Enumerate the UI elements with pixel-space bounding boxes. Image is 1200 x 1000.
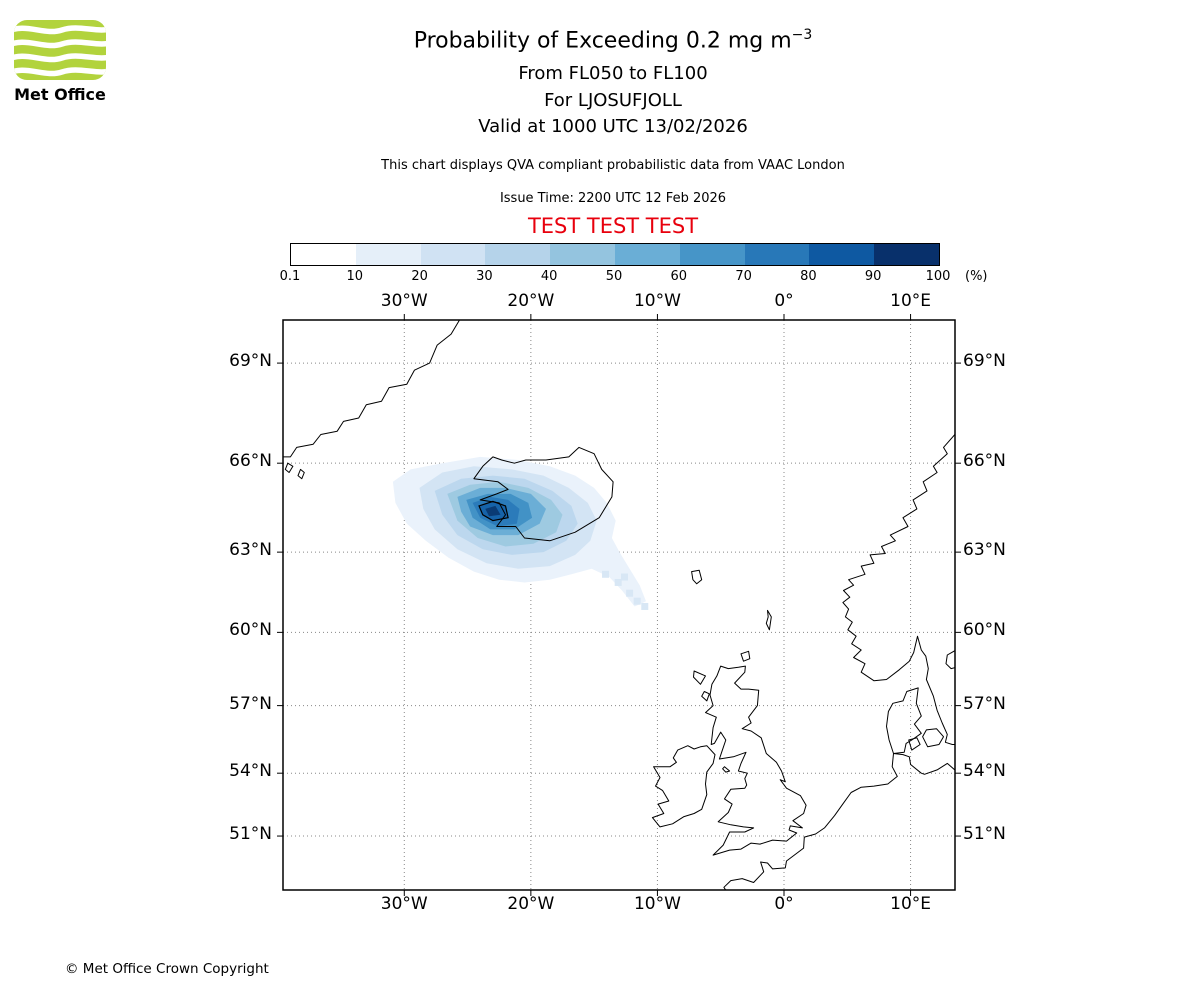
map-svg [277, 314, 961, 896]
lat-label-left: 60°N [229, 620, 272, 641]
lon-label-top: 30°W [380, 291, 428, 311]
colorbar-tick-label: 30 [476, 269, 493, 284]
coastline-orkney [740, 650, 751, 662]
coastline-mainland-europe [723, 753, 955, 890]
subtitle-valid-time: Valid at 1000 UTC 13/02/2026 [478, 116, 748, 137]
colorbar-tick-label: 40 [540, 269, 558, 284]
coastline-greenland-isle-2 [297, 468, 305, 480]
coastline-lewis [693, 670, 706, 685]
colorbar-segment [809, 244, 875, 265]
coastline-ireland [651, 745, 716, 828]
prob-outlier-cell [621, 573, 629, 581]
lat-label-right: 51°N [963, 824, 1006, 845]
lon-label-top: 0° [774, 291, 794, 311]
coastline-lake-vanern [945, 650, 955, 670]
coastline-skye [701, 691, 710, 702]
lat-label-left: 57°N [229, 693, 272, 714]
test-banner: TEST TEST TEST [527, 214, 699, 238]
lon-label-top: 10°E [890, 291, 931, 311]
coastline-zealand [922, 728, 944, 748]
colorbar-tick-label: 50 [605, 269, 623, 284]
lat-label-right: 54°N [963, 761, 1006, 782]
colorbar-segment [485, 244, 551, 265]
lon-label-bottom: 30°W [380, 894, 428, 914]
prob-outlier-cell [633, 597, 641, 605]
colorbar-segment [874, 244, 939, 265]
chart-title-exponent: −3 [791, 27, 813, 43]
subtitle-flight-levels: From FL050 to FL100 [518, 63, 708, 84]
coastline-greenland [283, 320, 461, 458]
met-office-waves-icon [14, 20, 106, 80]
coastline-shetland [765, 609, 772, 631]
colorbar-tick-label: 70 [735, 269, 752, 284]
lat-label-left: 63°N [229, 540, 272, 561]
colorbar [290, 243, 940, 266]
coastline-norway-sweden [842, 434, 955, 745]
lon-label-top: 10°W [633, 291, 681, 311]
colorbar-tick-label: 100 [925, 269, 951, 284]
coastline-funen [908, 737, 921, 751]
colorbar-tick-label: 0.1 [279, 269, 301, 284]
lon-label-top: 20°W [507, 291, 555, 311]
colorbar-segment [420, 244, 486, 265]
lat-label-right: 69°N [963, 351, 1006, 372]
coastline-greenland-isle-1 [284, 462, 294, 473]
met-office-logo: Met Office [14, 20, 106, 104]
chart-title: Probability of Exceeding 0.2 mg m−3 [13, 27, 1200, 53]
colorbar-tick-label: 90 [864, 269, 882, 284]
lat-label-left: 54°N [229, 761, 272, 782]
qva-note: This chart displays QVA compliant probab… [381, 158, 845, 173]
map-frame [282, 319, 956, 891]
colorbar-segment [550, 244, 615, 265]
prob-outlier-cell [641, 602, 649, 610]
issue-time: Issue Time: 2200 UTC 12 Feb 2026 [499, 191, 727, 206]
lon-label-bottom: 20°W [507, 894, 555, 914]
prob-outlier-cell [602, 570, 610, 578]
coastline-faroe-islands [691, 569, 703, 585]
colorbar-segment [355, 244, 421, 265]
colorbar-tick-label: 80 [800, 269, 817, 284]
colorbar-unit-label: (%) [965, 269, 988, 284]
lat-label-right: 63°N [963, 540, 1006, 561]
coastline-jutland [886, 687, 922, 754]
colorbar-tick-label: 10 [346, 269, 364, 284]
lon-label-bottom: 10°W [633, 894, 681, 914]
colorbar-segment [291, 244, 356, 265]
coastline-great-britain [705, 665, 807, 856]
lat-label-left: 69°N [229, 351, 272, 372]
coastline-isle-of-man [722, 766, 731, 773]
lon-label-bottom: 10°E [890, 894, 931, 914]
colorbar-tick-label: 20 [411, 269, 428, 284]
map-geography [283, 320, 955, 890]
subtitle-volcano: For LJOSUFJOLL [544, 90, 682, 111]
prob-outlier-cell [614, 578, 622, 586]
lat-label-left: 66°N [229, 451, 272, 472]
lat-label-right: 60°N [963, 620, 1006, 641]
lat-label-right: 66°N [963, 451, 1006, 472]
prob-outlier-cell [626, 589, 634, 597]
colorbar-segment [614, 244, 680, 265]
lon-label-bottom: 0° [774, 894, 794, 914]
met-office-logo-text: Met Office [14, 85, 106, 104]
prob-band-90 [485, 505, 501, 517]
colorbar-tick-label: 60 [670, 269, 688, 284]
copyright-text: © Met Office Crown Copyright [65, 961, 269, 977]
lat-label-left: 51°N [229, 824, 272, 845]
coastline-iceland [473, 446, 614, 542]
chart-title-text: Probability of Exceeding 0.2 mg m [413, 28, 792, 54]
lat-label-right: 57°N [963, 693, 1006, 714]
colorbar-segment [679, 244, 745, 265]
colorbar-segment [744, 244, 810, 265]
